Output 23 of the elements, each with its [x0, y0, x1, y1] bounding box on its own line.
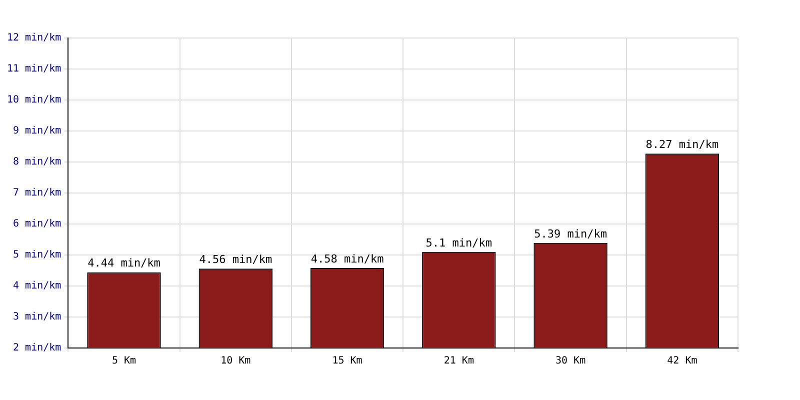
data-label: 4.56 min/km [199, 253, 272, 266]
y-tick-label: 2 min/km [13, 342, 62, 354]
data-label: 4.58 min/km [310, 252, 384, 266]
data-label: 5.1 min/km [426, 236, 492, 250]
x-tick-label: 10 Km [220, 356, 251, 367]
data-label: 4.44 min/km [88, 256, 161, 270]
x-tick-label: 21 Km [444, 356, 474, 367]
y-tick-label: 6 min/km [13, 218, 62, 230]
x-tick-label: 42 Km [667, 356, 698, 367]
y-tick-label: 11 min/km [6, 64, 62, 75]
data-label: 5.39 min/km [534, 227, 608, 240]
y-tick-label: 5 min/km [13, 250, 62, 261]
y-tick-label: 8 min/km [13, 156, 62, 168]
y-tick-label: 3 min/km [13, 312, 62, 323]
y-tick-label: 7 min/km [13, 188, 62, 199]
y-tick-label: 12 min/km [6, 32, 62, 44]
x-tick-label: 5 Km [112, 356, 136, 367]
x-tick-label: 15 Km [332, 356, 362, 367]
y-tick-label: 4 min/km [13, 280, 62, 292]
y-tick-label: 10 min/km [6, 94, 62, 106]
data-label: 8.27 min/km [646, 138, 719, 151]
x-tick-label: 30 Km [555, 356, 586, 367]
y-tick-label: 9 min/km [13, 126, 62, 137]
